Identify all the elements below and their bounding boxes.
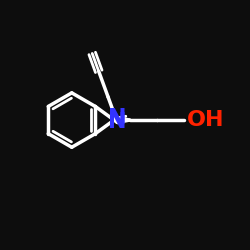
Text: OH: OH [186, 110, 224, 130]
Text: N: N [108, 108, 126, 128]
Text: N: N [108, 112, 126, 132]
